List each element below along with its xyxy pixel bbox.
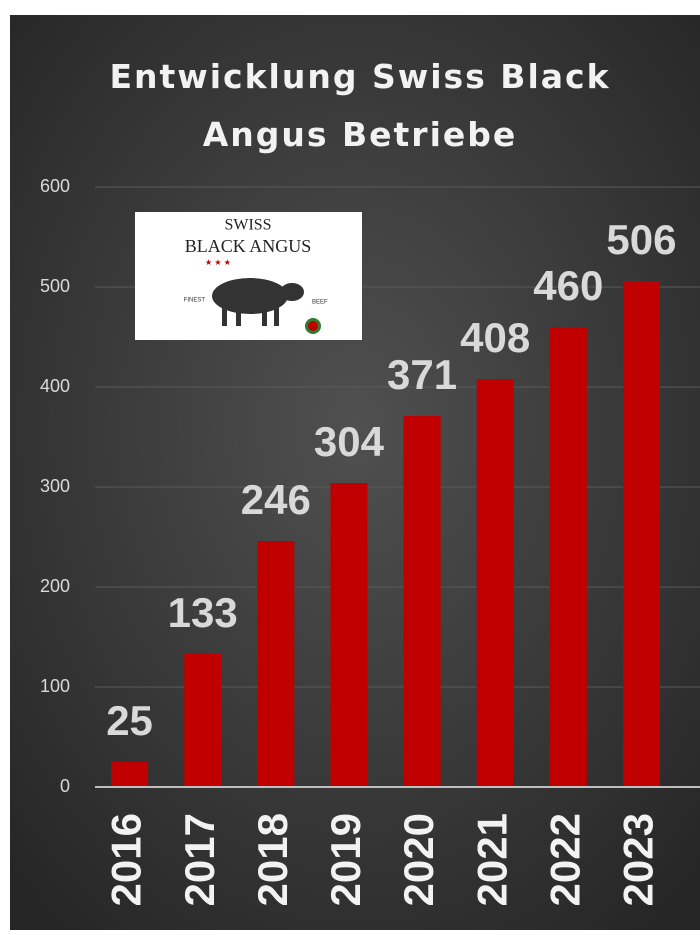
x-tick-label: 2023 (615, 813, 662, 906)
x-tick-label: 2022 (541, 813, 588, 906)
logo-text: BLACK ANGUS (185, 236, 312, 256)
bar (111, 762, 149, 787)
logo-cow-leg (274, 308, 279, 326)
y-tick-label: 300 (40, 476, 70, 496)
data-label: 304 (314, 418, 385, 465)
y-tick-label: 200 (40, 576, 70, 596)
x-tick-label: 2017 (176, 813, 223, 906)
y-tick-label: 500 (40, 276, 70, 296)
logo-text: SWISS (224, 217, 271, 234)
x-tick-label: 2016 (103, 813, 150, 906)
logo-stars: ★ ★ ★ (205, 258, 231, 267)
data-label: 371 (387, 351, 457, 398)
y-tick-label: 400 (40, 376, 70, 396)
data-label: 25 (106, 697, 153, 744)
data-label: 460 (533, 262, 603, 309)
data-label: 133 (168, 589, 238, 636)
bar (184, 654, 222, 787)
y-tick-label: 0 (60, 776, 70, 796)
bar (549, 327, 587, 787)
logo-badge (308, 321, 318, 331)
bar (476, 379, 514, 787)
x-tick-label: 2019 (322, 813, 369, 906)
bar (257, 541, 295, 787)
x-tick-label: 2018 (249, 813, 296, 906)
bar (403, 416, 441, 787)
y-tick-label: 100 (40, 676, 70, 696)
logo-cow-leg (222, 308, 227, 326)
logo-cow-leg (236, 308, 241, 326)
data-label: 506 (606, 216, 676, 263)
logo-text: FINEST (184, 298, 206, 304)
chart-title: Entwicklung Swiss Black Angus Betriebe (109, 57, 611, 154)
bar (330, 483, 368, 787)
logo-cow-head (280, 283, 304, 301)
x-tick-label: 2020 (395, 813, 442, 906)
logo: SWISS BLACK ANGUS ★ ★ ★ FINEST BEEF (135, 212, 362, 340)
data-label: 408 (460, 314, 530, 361)
logo-text: BEEF (312, 300, 328, 306)
x-tick-label: 2021 (468, 813, 515, 906)
logo-box (135, 212, 362, 340)
logo-cow-leg (262, 308, 267, 326)
y-tick-label: 600 (40, 176, 70, 196)
logo-cow (212, 278, 288, 314)
bar (622, 281, 660, 787)
data-label: 246 (241, 476, 311, 523)
